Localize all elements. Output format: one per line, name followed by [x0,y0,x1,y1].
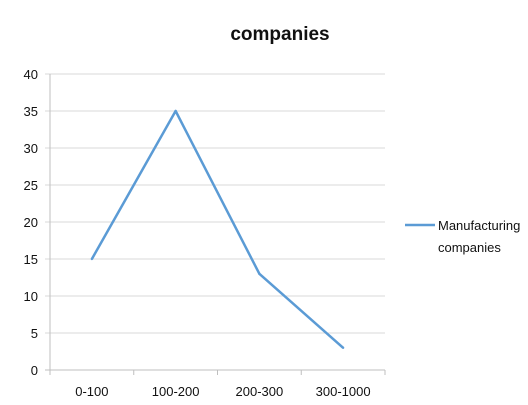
series-layer [90,109,345,349]
y-tick-label: 20 [24,215,38,230]
legend-label-line-1: Manufacturing [438,218,520,233]
chart-title: companies [230,24,329,45]
y-axis-ticks: 0 5 10 15 20 25 30 35 40 [24,67,38,378]
x-tick-label: 100-200 [152,384,200,399]
series-line [90,109,344,349]
x-tick-label: 0-100 [75,384,108,399]
legend-label-line-2: companies [438,240,501,255]
data-point [341,346,345,349]
data-point [258,272,261,275]
data-point [90,257,94,261]
y-tick-label: 35 [24,104,38,119]
x-axis-ticks: 0-100 100-200 200-300 300-1000 [49,370,386,399]
data-point [174,109,177,113]
y-tick-label: 10 [24,289,38,304]
y-tick-label: 15 [24,252,38,267]
y-tick-label: 25 [24,178,38,193]
gridlines [45,73,385,371]
x-tick-label: 300-1000 [316,384,371,399]
y-tick-label: 0 [31,363,38,378]
y-tick-label: 5 [31,326,38,341]
legend: Manufacturing companies [405,218,520,255]
x-tick-label: 200-300 [236,384,284,399]
y-tick-label: 40 [24,67,38,82]
y-tick-label: 30 [24,141,38,156]
